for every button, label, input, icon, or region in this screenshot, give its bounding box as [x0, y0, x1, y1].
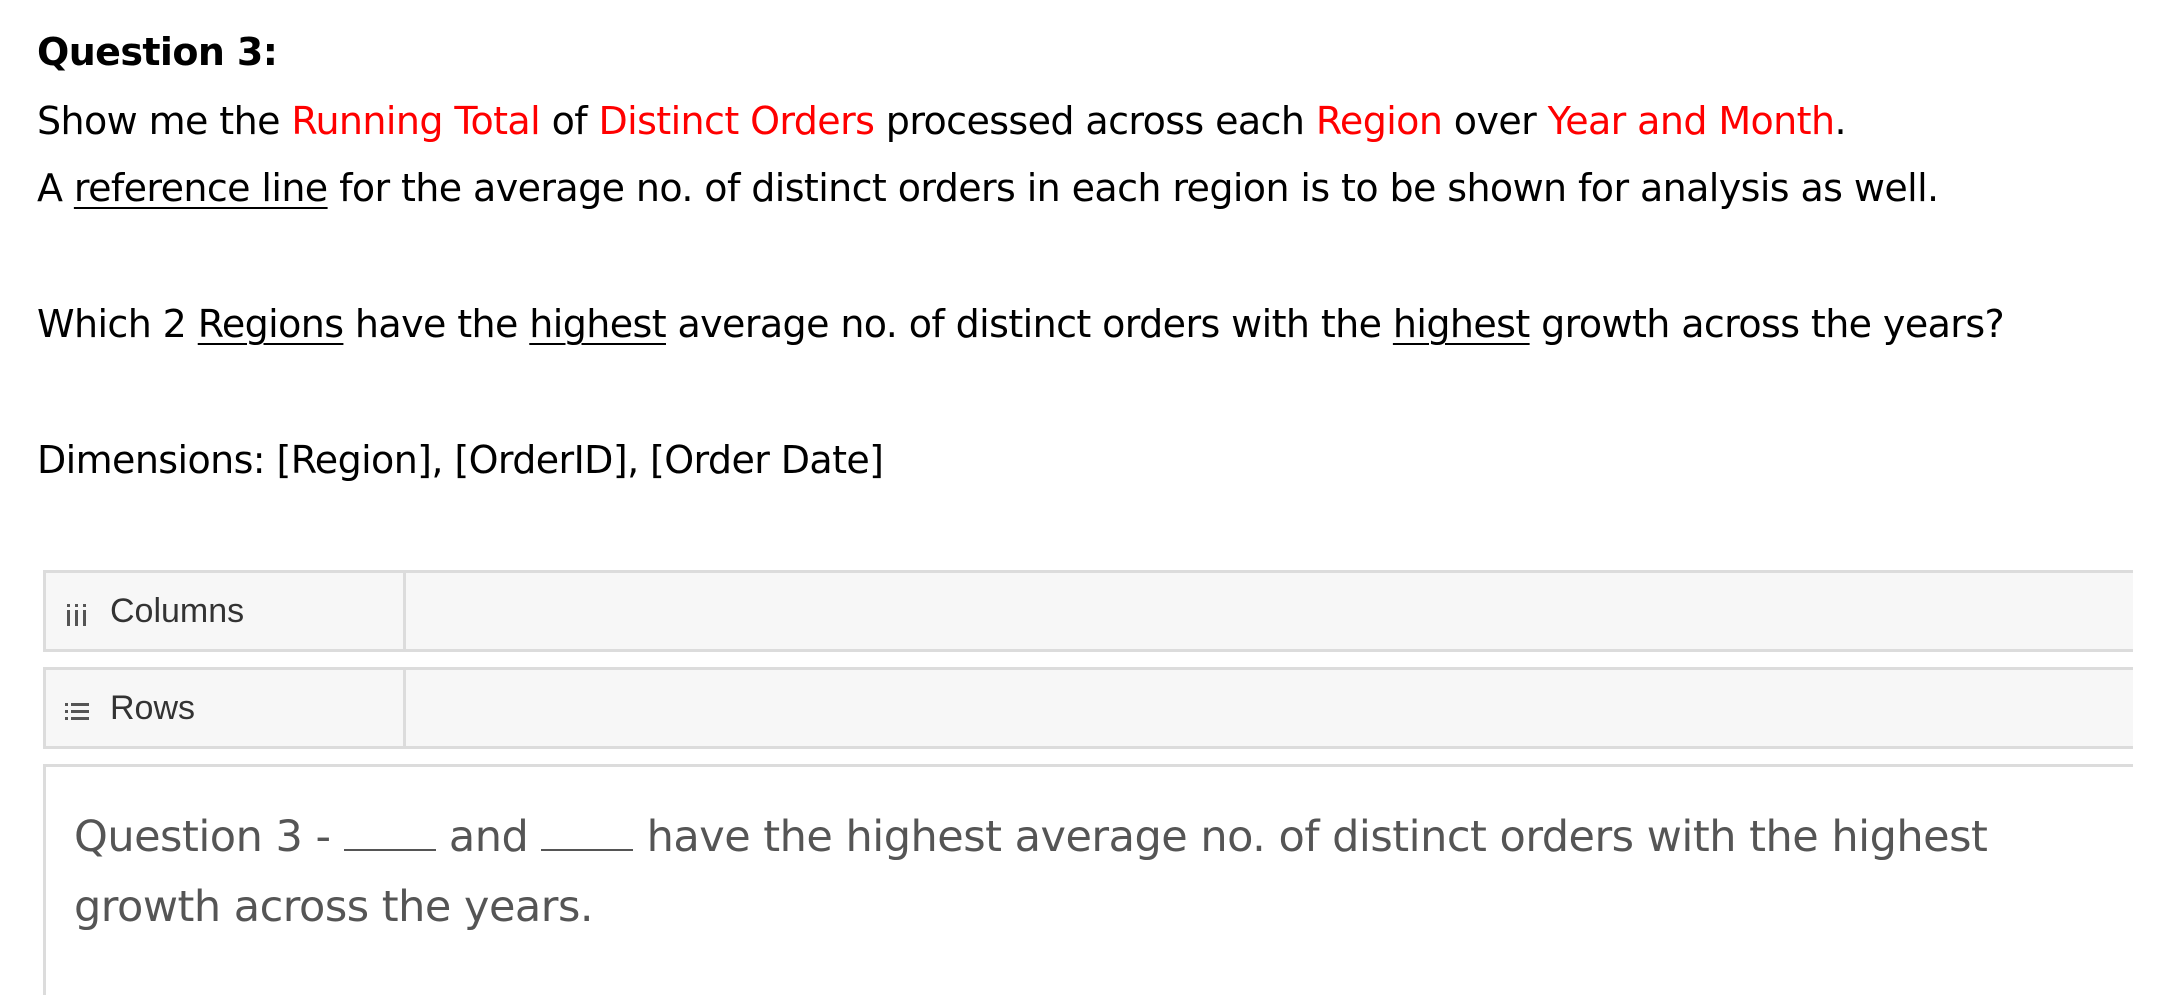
highlight-distinct-orders: Distinct Orders: [598, 99, 875, 143]
highlight-year-month: Year and Month: [1547, 99, 1835, 143]
columns-icon: [64, 598, 90, 626]
question-heading: Question 3:: [37, 30, 278, 74]
columns-shelf[interactable]: Columns: [43, 570, 2133, 652]
highlight-region: Region: [1315, 99, 1443, 143]
answer-blank-1[interactable]: [343, 817, 436, 851]
answer-textbox[interactable]: Question 3 - and have the highest averag…: [43, 764, 2133, 995]
underline-regions: Regions: [197, 302, 344, 346]
columns-label-text: Columns: [110, 591, 245, 630]
question-line-1: Show me the Running Total of Distinct Or…: [37, 99, 1847, 143]
answer-text: Question 3 - and have the highest averag…: [74, 812, 1988, 932]
underline-highest-2: highest: [1392, 302, 1530, 346]
answer-blank-2[interactable]: [541, 817, 634, 851]
rows-icon: [64, 695, 90, 721]
question-line-3: Which 2 Regions have the highest average…: [37, 302, 2005, 346]
question-line-2: A reference line for the average no. of …: [37, 166, 1939, 210]
dimensions-line: Dimensions: [Region], [OrderID], [Order …: [37, 438, 884, 482]
highlight-running-total: Running Total: [291, 99, 541, 143]
rows-label-text: Rows: [110, 688, 196, 727]
rows-drop-zone[interactable]: [409, 670, 2133, 746]
underline-reference-line: reference line: [73, 166, 328, 210]
rows-shelf-label: Rows: [46, 670, 406, 746]
underline-highest-1: highest: [529, 302, 666, 346]
rows-shelf[interactable]: Rows: [43, 667, 2133, 749]
columns-shelf-label: Columns: [46, 573, 406, 649]
columns-drop-zone[interactable]: [409, 573, 2133, 649]
